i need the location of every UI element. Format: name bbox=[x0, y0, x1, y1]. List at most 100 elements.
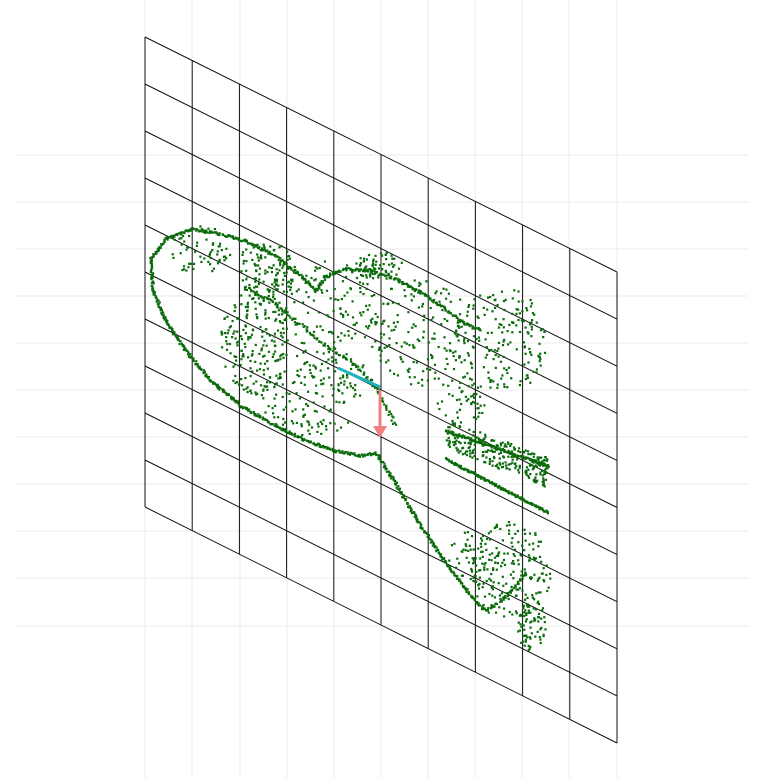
cloud-point bbox=[499, 360, 503, 363]
cloud-point bbox=[288, 430, 291, 433]
cloud-point bbox=[284, 421, 287, 424]
cloud-point bbox=[366, 270, 369, 273]
cloud-point bbox=[274, 350, 277, 353]
cloud-point bbox=[512, 553, 515, 556]
cloud-point bbox=[211, 243, 214, 246]
cloud-point bbox=[457, 451, 460, 454]
cloud-point bbox=[334, 358, 337, 361]
cloud-point bbox=[323, 342, 326, 345]
cloud-point bbox=[365, 304, 368, 307]
cloud-point bbox=[273, 386, 276, 389]
cloud-point bbox=[235, 399, 238, 402]
cloud-point bbox=[453, 572, 456, 575]
cloud-point bbox=[377, 456, 380, 459]
cloud-point bbox=[522, 457, 525, 460]
cloud-point bbox=[162, 242, 165, 245]
cloud-point bbox=[266, 381, 269, 384]
cloud-point bbox=[277, 377, 280, 380]
cloud-point bbox=[475, 417, 478, 420]
cloud-point bbox=[502, 300, 506, 303]
cloud-point bbox=[536, 601, 539, 604]
cloud-point bbox=[364, 454, 367, 457]
cloud-point bbox=[510, 562, 513, 565]
cloud-point bbox=[286, 311, 289, 314]
cloud-point bbox=[456, 557, 459, 560]
cloud-point bbox=[522, 624, 525, 627]
cloud-point bbox=[300, 425, 303, 428]
cloud-point bbox=[472, 576, 475, 579]
cloud-point bbox=[285, 306, 288, 310]
cloud-point bbox=[518, 384, 521, 387]
cloud-point bbox=[488, 460, 491, 463]
cloud-point bbox=[489, 380, 492, 383]
cloud-point bbox=[375, 271, 379, 274]
cloud-point bbox=[255, 380, 258, 383]
cloud-point bbox=[539, 591, 542, 594]
cloud-point bbox=[368, 304, 371, 307]
cloud-point bbox=[514, 453, 517, 456]
cloud-point bbox=[400, 358, 403, 361]
cloud-point bbox=[473, 597, 476, 600]
cloud-point bbox=[171, 333, 175, 336]
cloud-point bbox=[259, 326, 262, 329]
cloud-point bbox=[515, 348, 518, 351]
cloud-point bbox=[282, 353, 285, 356]
cloud-point bbox=[362, 455, 365, 458]
cloud-point bbox=[453, 463, 456, 466]
cloud-point bbox=[469, 452, 472, 455]
cloud-point bbox=[495, 523, 498, 526]
cloud-point bbox=[327, 276, 330, 279]
cloud-point bbox=[392, 476, 395, 479]
cloud-point bbox=[252, 382, 255, 385]
cloud-point bbox=[234, 374, 237, 378]
cloud-point bbox=[316, 350, 319, 354]
cloud-point bbox=[152, 253, 155, 256]
cloud-point bbox=[535, 505, 538, 508]
cloud-point bbox=[541, 508, 544, 512]
cloud-point bbox=[289, 288, 292, 292]
cloud-point bbox=[478, 328, 481, 331]
cloud-point bbox=[379, 252, 383, 255]
cloud-point bbox=[455, 329, 458, 332]
cloud-point bbox=[496, 349, 499, 353]
cloud-point bbox=[245, 408, 249, 411]
cloud-point bbox=[507, 463, 510, 466]
cloud-point bbox=[484, 338, 487, 341]
cloud-point bbox=[347, 330, 350, 333]
cloud-point bbox=[367, 327, 370, 330]
cloud-point bbox=[451, 419, 454, 423]
cloud-point bbox=[249, 375, 252, 378]
cloud-point bbox=[331, 447, 334, 450]
cloud-point bbox=[517, 290, 520, 293]
cloud-point bbox=[538, 456, 541, 459]
cloud-point bbox=[501, 344, 505, 347]
cloud-point bbox=[517, 471, 521, 474]
cloud-point bbox=[410, 383, 413, 386]
cloud-point bbox=[527, 609, 530, 612]
cloud-point bbox=[285, 392, 288, 395]
cloud-point bbox=[453, 441, 456, 444]
cloud-point bbox=[157, 299, 160, 302]
cloud-point bbox=[176, 338, 180, 341]
cloud-point bbox=[245, 317, 248, 320]
cloud-point bbox=[339, 339, 342, 342]
cloud-point bbox=[499, 449, 503, 452]
cloud-point bbox=[457, 465, 460, 468]
cloud-point bbox=[548, 572, 552, 575]
cloud-point bbox=[211, 249, 214, 252]
cloud-point bbox=[529, 351, 532, 354]
cloud-point bbox=[426, 379, 429, 382]
cloud-point bbox=[436, 303, 439, 307]
cloud-point bbox=[543, 616, 546, 619]
cloud-point bbox=[477, 604, 480, 607]
cloud-point bbox=[355, 364, 358, 367]
cloud-point bbox=[282, 356, 285, 359]
cloud-point bbox=[490, 604, 493, 607]
cloud-point bbox=[541, 609, 544, 612]
cloud-point bbox=[471, 449, 474, 452]
cloud-point bbox=[404, 295, 407, 298]
cloud-point bbox=[185, 349, 188, 352]
cloud-point bbox=[529, 637, 532, 640]
cloud-point bbox=[535, 368, 538, 371]
